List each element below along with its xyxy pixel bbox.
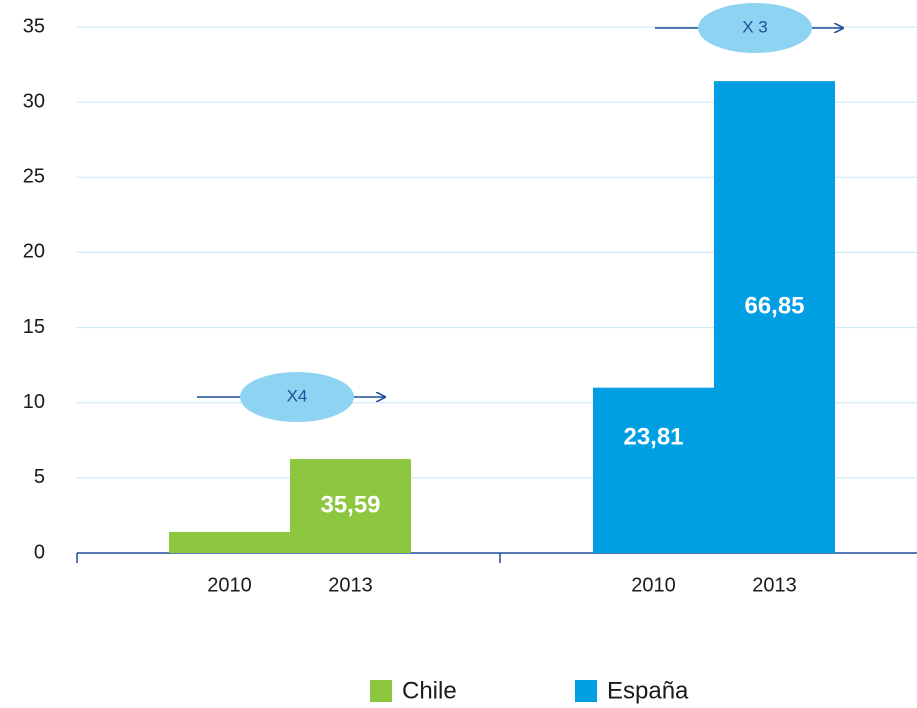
- bar-label: 23,81: [623, 423, 683, 450]
- x-tick-label: 2013: [328, 574, 373, 596]
- annotation-label: X4: [287, 386, 308, 405]
- y-tick-label: 35: [23, 15, 45, 37]
- bar-label: 66,85: [744, 292, 804, 319]
- annotation-label: X 3: [742, 17, 768, 36]
- bar: [290, 459, 411, 553]
- y-tick-label: 0: [34, 541, 45, 563]
- legend-label: Chile: [402, 677, 457, 704]
- annotation-bubble: [240, 372, 354, 422]
- legend-swatch: [370, 680, 392, 702]
- y-tick-label: 25: [23, 166, 45, 188]
- y-tick-label: 30: [23, 90, 45, 112]
- bar: [169, 531, 290, 553]
- x-tick-label: 2013: [752, 574, 797, 596]
- y-tick-label: 10: [23, 391, 45, 413]
- annotation-bubble: [698, 3, 812, 53]
- legend-label: España: [607, 677, 689, 704]
- bar: [714, 81, 835, 554]
- bar: [593, 387, 714, 553]
- y-tick-label: 5: [34, 466, 45, 488]
- y-tick-label: 20: [23, 241, 45, 263]
- bar-label: 35,59: [320, 491, 380, 518]
- legend-swatch: [575, 680, 597, 702]
- x-tick-label: 2010: [631, 574, 676, 596]
- y-tick-label: 15: [23, 316, 45, 338]
- x-tick-label: 2010: [207, 574, 252, 596]
